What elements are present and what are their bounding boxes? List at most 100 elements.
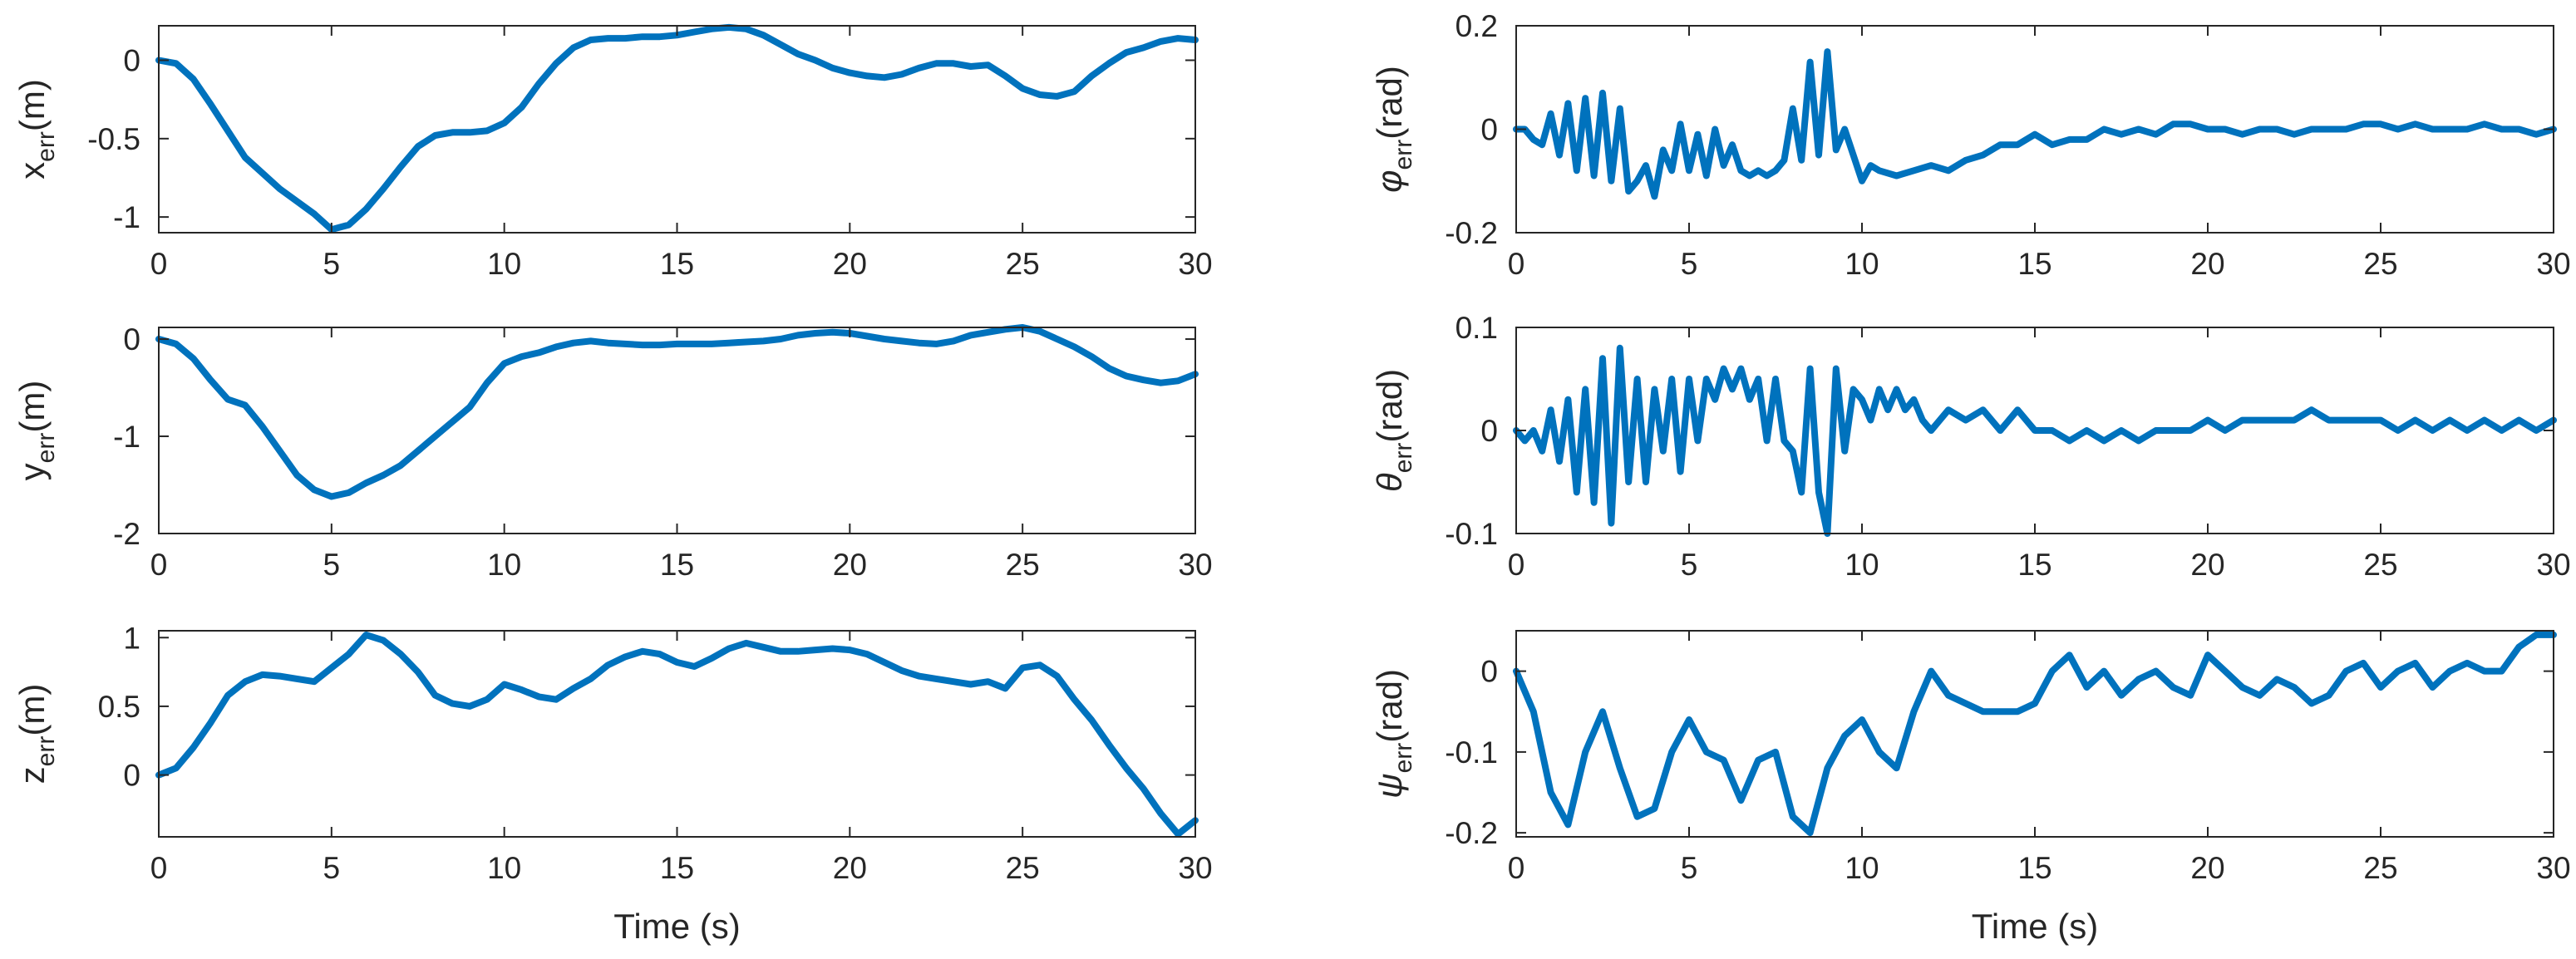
series-line: [155, 632, 1199, 838]
x-tick-label: 5: [323, 548, 341, 582]
subplot-6: 0 5 10 15 20 25 30 -0.2 -0.1 0 ψerr(rad) Time (s): [1370, 630, 2571, 946]
x-tick-label: 30: [1178, 247, 1212, 281]
x-tick-label: 25: [1006, 247, 1040, 281]
y-axis-label-unit: (m): [12, 79, 52, 131]
subplot-1: 0 5 10 15 20 25 30 -1 -0.5 0 xerr(m): [12, 23, 1213, 281]
y-axis-label-base: φ: [1370, 170, 1409, 192]
y-tick-label: 0.2: [1455, 9, 1498, 43]
y-tick-label: 0.5: [98, 690, 140, 724]
y-tick-label: 0: [1480, 414, 1498, 448]
x-tick-label: 30: [2536, 247, 2570, 281]
y-tick-label: 0.1: [1455, 311, 1498, 345]
y-tick-label: -0.2: [1445, 816, 1498, 850]
y-axis-label-subscript: err: [1390, 743, 1417, 774]
x-tick-label: 15: [2017, 247, 2051, 281]
y-axis-label-unit: (rad): [1370, 369, 1409, 443]
y-axis-label-base: y: [12, 463, 52, 480]
x-tick-label: 0: [1508, 548, 1525, 582]
x-tick-label: 15: [660, 247, 694, 281]
x-tick-label: 15: [660, 851, 694, 885]
series-line: [155, 324, 1199, 500]
x-tick-label: 10: [1845, 247, 1879, 281]
x-tick-label: 10: [487, 548, 521, 582]
subplot-3: 0 5 10 15 20 25 30 0 0.5 1 zerr(m) Time (s): [12, 621, 1213, 946]
y-axis-label-base: z: [12, 766, 52, 784]
y-axis-label: ψerr(rad): [1370, 669, 1417, 799]
y-axis-label-subscript: err: [32, 433, 60, 464]
x-tick-label: 20: [833, 247, 867, 281]
x-tick-label: 25: [2363, 247, 2397, 281]
y-axis-label-subscript: err: [1390, 140, 1417, 170]
x-tick-label: 0: [150, 548, 168, 582]
x-tick-label: 20: [833, 548, 867, 582]
x-tick-label: 20: [2190, 548, 2224, 582]
y-axis-label: xerr(m): [12, 79, 60, 180]
axes-frame: [158, 327, 1196, 534]
x-tick-label: 10: [487, 851, 521, 885]
y-tick-label: 0: [1480, 113, 1498, 147]
x-tick-label: 0: [150, 851, 168, 885]
x-tick-label: 5: [1681, 548, 1698, 582]
y-tick-label: 0: [123, 322, 140, 357]
y-axis-label-unit: (m): [12, 381, 52, 433]
x-tick-label: 30: [2536, 851, 2570, 885]
x-tick-label: 0: [1508, 247, 1525, 281]
x-tick-label: 0: [150, 247, 168, 281]
x-tick-label: 5: [1681, 247, 1698, 281]
y-tick-label: 1: [123, 621, 140, 655]
x-tick-label: 10: [1845, 851, 1879, 885]
x-tick-label: 30: [1178, 851, 1212, 885]
x-tick-label: 5: [323, 247, 341, 281]
y-tick-label: -0.5: [87, 122, 140, 156]
series-line: [1513, 48, 2557, 200]
y-tick-label: 0: [1480, 655, 1498, 689]
y-axis-label-subscript: err: [32, 736, 60, 767]
x-tick-label: 30: [2536, 548, 2570, 582]
y-tick-label: -2: [113, 517, 140, 551]
y-tick-label: 0: [123, 759, 140, 793]
x-tick-label: 10: [1845, 548, 1879, 582]
y-tick-label: -1: [113, 200, 140, 234]
x-tick-label: 5: [1681, 851, 1698, 885]
y-tick-label: -0.1: [1445, 517, 1498, 551]
x-tick-label: 25: [2363, 851, 2397, 885]
y-axis-label-subscript: err: [1390, 443, 1417, 474]
y-axis-label-base: ψ: [1370, 773, 1409, 799]
y-axis-label-subscript: err: [32, 131, 60, 162]
y-axis-label: zerr(m): [12, 684, 60, 784]
y-axis-label-unit: (rad): [1370, 66, 1409, 140]
x-tick-label: 15: [660, 548, 694, 582]
x-tick-label: 20: [2190, 247, 2224, 281]
axes-frame: [1515, 630, 2554, 838]
y-axis-label-base: x: [12, 162, 52, 180]
x-tick-label: 25: [1006, 851, 1040, 885]
y-tick-label: 0: [123, 44, 140, 78]
x-tick-label: 15: [2017, 851, 2051, 885]
y-axis-label-unit: (m): [12, 684, 52, 736]
x-tick-label: 10: [487, 247, 521, 281]
subplot-2: 0 5 10 15 20 25 30 -2 -1 0 yerr(m): [12, 322, 1213, 582]
y-axis-label: θerr(rad): [1370, 369, 1417, 492]
subplot-4: 0 5 10 15 20 25 30 -0.2 0 0.2 φerr(rad): [1370, 9, 2571, 281]
x-tick-label: 15: [2017, 548, 2051, 582]
series-line: [155, 23, 1199, 234]
x-tick-label: 5: [323, 851, 341, 885]
y-tick-label: -0.2: [1445, 216, 1498, 250]
y-tick-label: -0.1: [1445, 735, 1498, 770]
y-axis-label: φerr(rad): [1370, 66, 1417, 193]
y-axis-label-base: θ: [1370, 473, 1409, 492]
subplot-5: 0 5 10 15 20 25 30 -0.1 0 0.1 θerr(rad): [1370, 311, 2571, 582]
x-tick-label: 30: [1178, 548, 1212, 582]
x-tick-label: 25: [1006, 548, 1040, 582]
series-line: [1513, 631, 2557, 837]
x-axis-label: Time (s): [613, 907, 740, 946]
x-tick-label: 20: [2190, 851, 2224, 885]
y-axis-label-unit: (rad): [1370, 669, 1409, 743]
x-tick-label: 0: [1508, 851, 1525, 885]
series-line: [1513, 344, 2557, 537]
y-tick-label: -1: [113, 420, 140, 454]
axes-frame: [158, 25, 1196, 234]
x-tick-label: 20: [833, 851, 867, 885]
